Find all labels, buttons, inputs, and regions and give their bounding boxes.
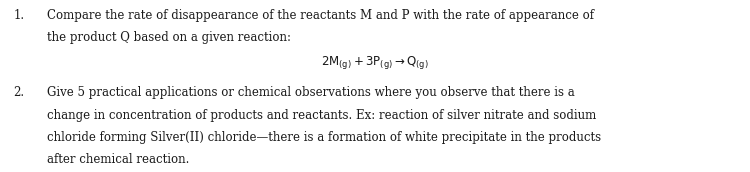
- Text: after chemical reaction.: after chemical reaction.: [47, 153, 190, 166]
- Text: Compare the rate of disappearance of the reactants M and P with the rate of appe: Compare the rate of disappearance of the…: [47, 9, 594, 22]
- Text: Give 5 practical applications or chemical observations where you observe that th: Give 5 practical applications or chemica…: [47, 86, 575, 99]
- Text: 1.: 1.: [13, 9, 25, 22]
- Text: $\rm 2M_{(g)} + 3P_{(g)} \rightarrow Q_{(g)}$: $\rm 2M_{(g)} + 3P_{(g)} \rightarrow Q_{…: [321, 54, 429, 71]
- Text: chloride forming Silver(II) chloride—there is a formation of white precipitate i: chloride forming Silver(II) chloride—the…: [47, 131, 602, 144]
- Text: change in concentration of products and reactants. Ex: reaction of silver nitrat: change in concentration of products and …: [47, 109, 596, 122]
- Text: the product Q based on a given reaction:: the product Q based on a given reaction:: [47, 31, 291, 44]
- Text: 2.: 2.: [13, 86, 25, 99]
